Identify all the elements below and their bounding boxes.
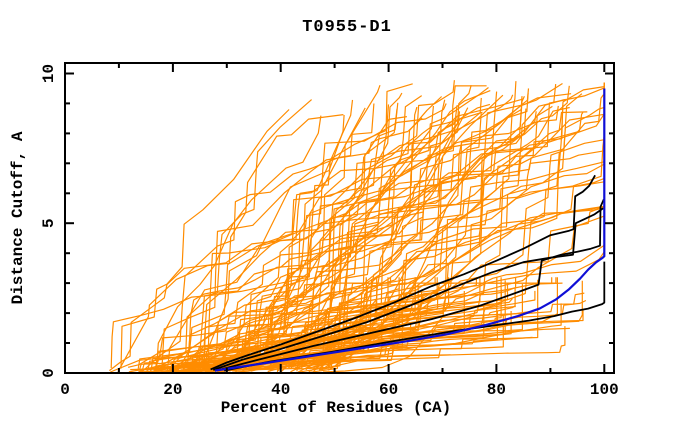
server-model-curve	[189, 279, 367, 370]
server-model-curve	[120, 109, 290, 369]
x-tick-label: 20	[163, 381, 182, 399]
plot-frame-and-ticks	[64, 62, 615, 374]
server-model-curve	[310, 108, 398, 373]
x-tick-label: 40	[271, 381, 290, 399]
server-model-curve	[138, 293, 429, 373]
highlighted-model-1-curve	[210, 174, 596, 371]
server-model-curve	[170, 113, 605, 369]
x-tick-label: 80	[487, 381, 506, 399]
server-model-curve	[169, 277, 477, 371]
x-axis-label: Percent of Residues (CA)	[221, 399, 451, 417]
server-model-curve	[174, 96, 443, 372]
server-model-curve	[150, 277, 438, 370]
server-model-curve	[186, 91, 498, 368]
x-tick-label: 100	[590, 381, 619, 399]
highlighted-model-3-curve	[218, 198, 605, 371]
server-model-curve	[222, 85, 570, 369]
server-model-curve	[161, 117, 423, 372]
server-model-curve	[269, 85, 487, 371]
server-model-curve	[298, 93, 529, 373]
server-model-curve	[117, 114, 344, 372]
y-tick-label: 10	[40, 64, 58, 83]
server-model-curve	[155, 116, 458, 373]
server-model-curve	[198, 99, 312, 369]
plot-border	[64, 62, 615, 374]
server-model-curve	[198, 114, 345, 371]
server-model-curve	[278, 82, 605, 372]
server-model-curve	[327, 82, 605, 369]
server-model-curve	[158, 277, 378, 372]
server-model-curve	[156, 115, 322, 368]
server-model-curve	[192, 292, 585, 371]
server-model-curve	[281, 104, 390, 372]
server-model-curve	[164, 279, 539, 373]
server-model-curve	[250, 98, 567, 369]
server-model-curve	[138, 282, 509, 371]
server-model-curve	[213, 99, 354, 371]
chart-title: T0955-D1	[302, 18, 392, 37]
server-model-curve	[212, 277, 481, 371]
server-model-curve	[215, 282, 563, 371]
highlighted-model-2-curve	[213, 207, 604, 371]
x-tick-label: 60	[379, 381, 398, 399]
y-tick-label: 5	[40, 218, 58, 228]
best-model-blue-curve	[214, 88, 606, 372]
y-axis-label: Distance Cutoff, A	[9, 131, 27, 304]
server-model-curve	[157, 87, 605, 370]
server-model-curve	[128, 83, 413, 373]
server-model-curve	[141, 103, 375, 373]
server-model-curve	[232, 87, 489, 371]
x-tick-label: 0	[60, 381, 70, 399]
highlighted-curves	[210, 88, 606, 372]
server-model-curve	[204, 327, 364, 373]
server-model-curve	[193, 277, 436, 371]
server-model-curve	[166, 95, 423, 372]
server-model-curve	[189, 82, 605, 373]
server-model-curve	[200, 289, 502, 373]
tick-labels: 0 20 40 60 80 100 0 5 10	[40, 64, 619, 399]
server-model-curve	[245, 107, 366, 369]
y-tick-label: 0	[40, 368, 58, 378]
server-model-curve	[163, 303, 562, 373]
server-model-curve	[290, 111, 483, 370]
